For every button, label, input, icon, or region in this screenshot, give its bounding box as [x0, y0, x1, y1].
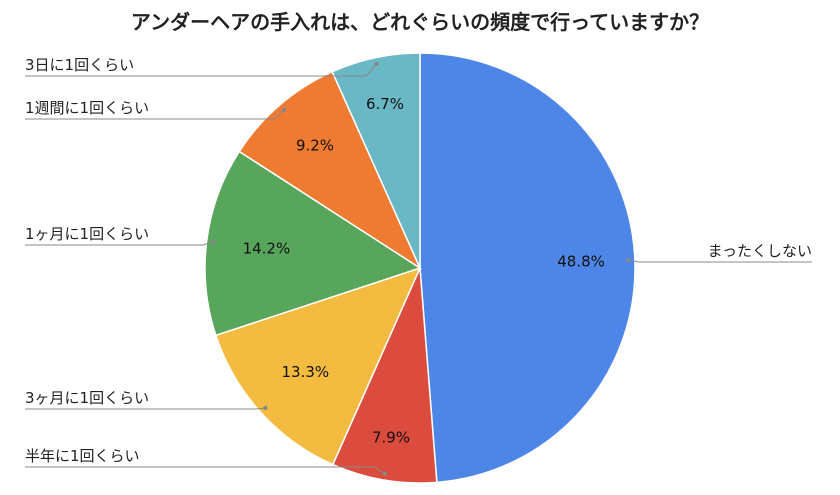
category-label-0: まったくしない: [708, 242, 812, 260]
pie-slice-3: [204, 150, 422, 337]
leader-dot-5: [374, 61, 379, 67]
leader-line-4: [25, 109, 285, 120]
leader-dot-1: [382, 471, 387, 476]
slice-value-label-0: 48.8%: [557, 253, 605, 271]
leader-dot-4: [282, 107, 287, 112]
leader-line-3: [25, 241, 214, 246]
slices: [204, 52, 636, 484]
slice-value-label-4: 9.2%: [296, 137, 334, 155]
slice-value-label-3: 14.2%: [243, 239, 291, 257]
labels: 48.8% まったくしない 7.9% 半年に1回くらい 13.3% 3ヶ月に1回くらい 14…: [25, 56, 812, 476]
category-label-4: 1週間に1回くらい: [25, 99, 149, 117]
pie-slice-1: [331, 267, 438, 484]
leader-line-2: [25, 407, 266, 410]
leader-dot-0: [626, 257, 631, 262]
slice-value-label-5: 6.7%: [366, 95, 404, 113]
category-label-1: 半年に1回くらい: [25, 447, 140, 465]
chart-title: アンダーヘアの手入れは、どれぐらいの頻度で行っていますか？: [130, 10, 710, 34]
slice-value-label-2: 13.3%: [281, 363, 329, 381]
leader-dot-3: [210, 239, 216, 244]
leader-line-1: [25, 466, 386, 475]
leader-dot-2: [263, 405, 268, 411]
pie-slice-2: [214, 266, 422, 466]
category-label-5: 3日に1回くらい: [25, 56, 134, 74]
leader-line-0: [628, 259, 812, 263]
pie-slice-0: [419, 52, 636, 484]
slice-value-label-1: 7.9%: [372, 429, 410, 447]
category-label-2: 3ヶ月に1回くらい: [25, 389, 149, 407]
leader-line-5: [25, 63, 377, 77]
pie-slice-4: [238, 70, 422, 270]
pie-slice-5: [331, 52, 421, 269]
category-label-3: 1ヶ月に1回くらい: [25, 225, 149, 243]
